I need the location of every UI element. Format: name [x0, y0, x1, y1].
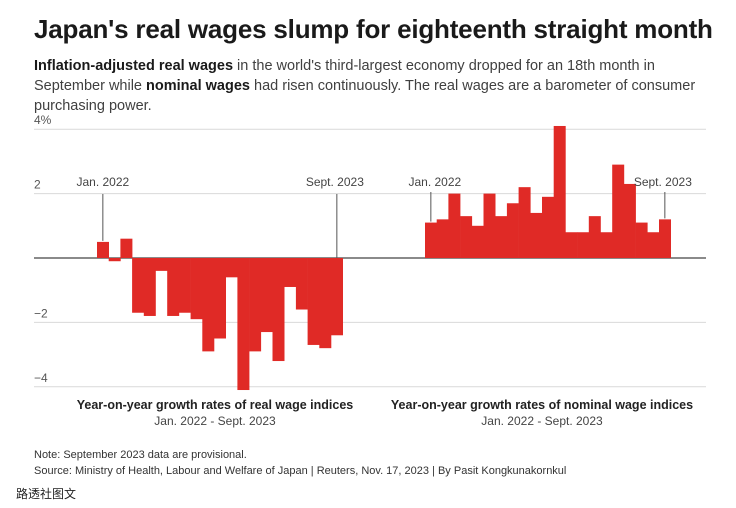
- nominal-wage-bar: [612, 164, 625, 258]
- panel-range-label: Jan. 2022 - Sept. 2023: [481, 414, 603, 428]
- nominal-wage-bar: [553, 125, 566, 258]
- real-wage-bar: [214, 258, 226, 339]
- y-tick-label: 4%: [34, 113, 52, 127]
- nominal-wage-bar: [448, 193, 461, 258]
- nominal-wage-bar: [565, 232, 578, 258]
- real-wage-bar: [120, 238, 133, 258]
- annotation-end: Sept. 2023: [306, 175, 364, 189]
- nominal-wage-bar: [647, 232, 660, 258]
- subtitle-bold-nominal: nominal wages: [146, 78, 250, 94]
- subtitle-bold-real: Inflation-adjusted real wages: [34, 58, 234, 74]
- real-wage-bar: [190, 258, 203, 320]
- nominal-wage-bar: [659, 219, 671, 258]
- nominal-wage-bar: [495, 216, 508, 258]
- chart-title: Japan's real wages slump for eighteenth …: [34, 14, 713, 44]
- annotation-start: Jan. 2022: [408, 175, 461, 189]
- real-wage-bar: [237, 258, 250, 391]
- real-wage-bar: [225, 258, 238, 278]
- nominal-wage-bar: [635, 222, 648, 258]
- real-wage-bar: [108, 258, 121, 262]
- nominal-wage-bar: [623, 183, 636, 258]
- real-wage-bar: [284, 258, 297, 287]
- watermark-text: 路透社图文: [16, 487, 77, 501]
- real-wage-bar: [331, 258, 343, 336]
- nominal-wage-bar: [588, 216, 601, 258]
- y-tick-label: 2: [34, 178, 41, 192]
- nominal-wage-bar: [483, 193, 496, 258]
- real-wage-bar: [260, 258, 273, 333]
- real-wage-bar: [178, 258, 191, 313]
- subtitle-text-2: had risen continuously. The real wages a…: [34, 78, 696, 114]
- chart-source: Source: Ministry of Health, Labour and W…: [34, 465, 567, 477]
- nominal-wage-bar: [436, 219, 449, 258]
- nominal-wage-bar: [425, 222, 437, 258]
- real-wage-bar: [167, 258, 180, 316]
- real-wage-bar: [155, 258, 168, 271]
- panel-title: Year-on-year growth rates of real wage i…: [77, 398, 354, 412]
- real-wage-bar: [202, 258, 215, 352]
- subtitle-text-1: in the world's third-largest economy dro…: [34, 58, 655, 94]
- y-tick-label: −4: [34, 371, 48, 385]
- nominal-wage-bar: [506, 203, 519, 258]
- nominal-wage-bar: [542, 196, 554, 258]
- real-wage-bar: [307, 258, 320, 345]
- nominal-wage-bar: [518, 187, 531, 258]
- nominal-wage-bar: [460, 216, 473, 258]
- y-tick-label: −2: [34, 306, 48, 320]
- panel-title: Year-on-year growth rates of nominal wag…: [391, 398, 693, 412]
- annotation-end: Sept. 2023: [634, 175, 692, 189]
- real-wage-bar: [132, 258, 145, 313]
- panel-range-label: Jan. 2022 - Sept. 2023: [154, 414, 276, 428]
- annotation-start: Jan. 2022: [76, 175, 129, 189]
- real-wage-bar: [97, 241, 109, 258]
- chart-subtitle: Inflation-adjusted real wages in the wor…: [34, 56, 724, 116]
- real-wage-bar: [295, 258, 308, 310]
- chart-note: Note: September 2023 data are provisiona…: [34, 449, 247, 461]
- real-wage-bar: [319, 258, 332, 349]
- nominal-wage-bar: [577, 232, 590, 258]
- nominal-wage-bar: [600, 232, 613, 258]
- real-wage-bar: [272, 258, 285, 362]
- real-wage-bar: [249, 258, 262, 352]
- real-wage-bar: [143, 258, 156, 316]
- nominal-wage-bar: [530, 212, 543, 258]
- nominal-wage-bar: [471, 225, 484, 258]
